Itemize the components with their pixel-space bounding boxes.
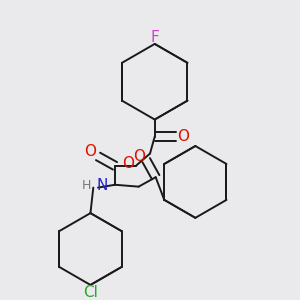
Text: O: O: [133, 149, 145, 164]
Text: F: F: [150, 30, 159, 45]
Text: O: O: [122, 157, 134, 172]
Text: H: H: [82, 179, 92, 192]
Text: O: O: [85, 144, 97, 159]
Text: Cl: Cl: [83, 285, 98, 300]
Text: N: N: [96, 178, 107, 193]
Text: O: O: [177, 129, 189, 144]
